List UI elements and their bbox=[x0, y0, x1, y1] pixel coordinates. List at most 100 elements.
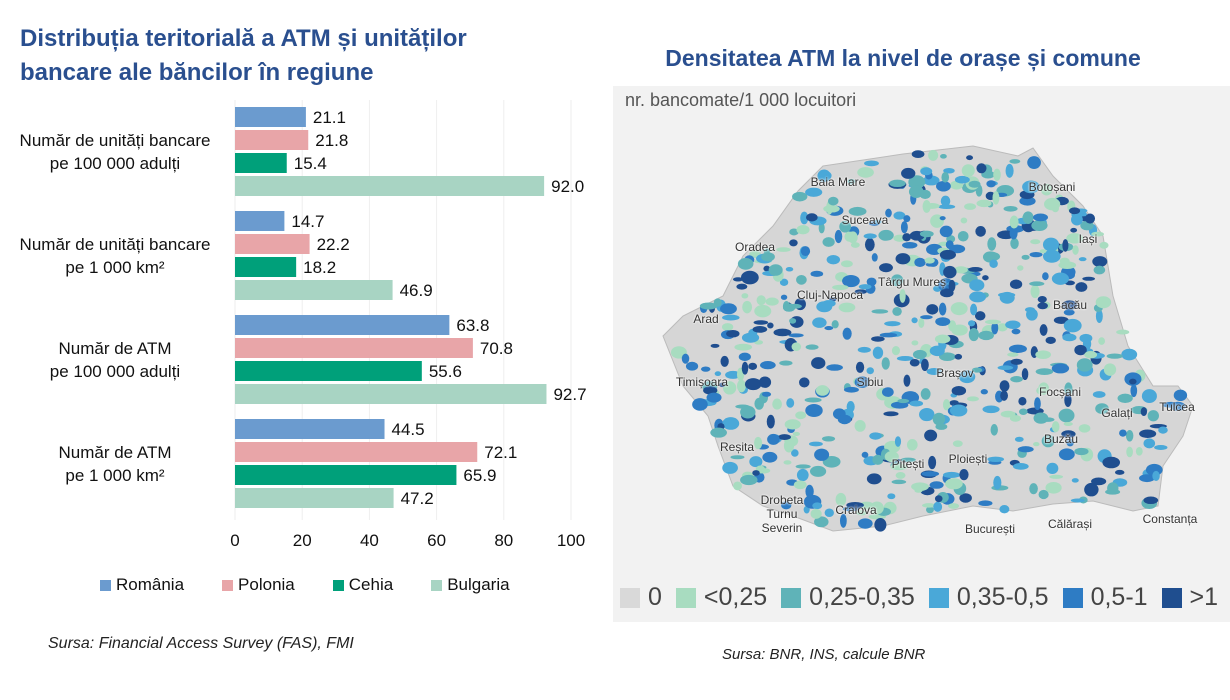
locality-area bbox=[795, 411, 807, 420]
left-source: Sursa: Financial Access Survey (FAS), FM… bbox=[48, 635, 354, 652]
locality-area bbox=[938, 302, 947, 316]
locality-area bbox=[1061, 430, 1076, 438]
locality-area bbox=[1064, 393, 1072, 407]
locality-area bbox=[970, 303, 978, 316]
locality-area bbox=[976, 199, 992, 208]
locality-area bbox=[1064, 382, 1073, 397]
locality-area bbox=[954, 353, 963, 360]
locality-area bbox=[986, 180, 996, 188]
locality-area bbox=[1042, 237, 1059, 252]
legend-item: Bulgaria bbox=[431, 575, 510, 595]
locality-area bbox=[1035, 350, 1052, 359]
locality-area bbox=[857, 518, 873, 529]
locality-area bbox=[1026, 308, 1038, 321]
locality-area bbox=[1037, 302, 1048, 310]
locality-area bbox=[906, 439, 918, 451]
locality-area bbox=[863, 233, 877, 239]
locality-area bbox=[710, 427, 727, 438]
locality-area bbox=[871, 253, 878, 262]
locality-area bbox=[779, 360, 793, 366]
locality-area bbox=[796, 468, 809, 482]
locality-area bbox=[792, 431, 801, 437]
legend-swatch bbox=[431, 579, 443, 591]
locality-area bbox=[835, 492, 847, 507]
locality-area bbox=[808, 441, 823, 447]
locality-area bbox=[929, 345, 945, 357]
locality-area bbox=[1116, 329, 1130, 335]
data-label: 55.6 bbox=[429, 362, 462, 381]
locality-area bbox=[760, 361, 776, 370]
locality-area bbox=[703, 386, 718, 395]
locality-area bbox=[1045, 481, 1062, 494]
x-tick-label: 80 bbox=[494, 531, 513, 550]
bar-cehia bbox=[235, 361, 422, 381]
locality-area bbox=[1063, 309, 1075, 316]
locality-area bbox=[866, 367, 874, 375]
locality-area bbox=[714, 371, 722, 377]
locality-area bbox=[1022, 180, 1040, 194]
bar-polonia bbox=[235, 234, 310, 254]
locality-area bbox=[866, 473, 882, 485]
locality-area bbox=[919, 230, 934, 238]
city-label: Tulcea bbox=[1159, 400, 1195, 414]
locality-area bbox=[960, 217, 968, 224]
locality-area bbox=[1106, 353, 1123, 359]
locality-area bbox=[959, 469, 969, 481]
locality-area bbox=[805, 484, 814, 499]
locality-area bbox=[892, 306, 902, 316]
locality-area bbox=[935, 423, 948, 430]
locality-area bbox=[928, 149, 939, 161]
category-label: Număr de unități bancare pe 1 000 km² bbox=[0, 233, 230, 279]
category-label-line: Număr de ATM bbox=[58, 443, 172, 462]
city-label: Cluj-Napoca bbox=[796, 288, 864, 302]
locality-area bbox=[966, 396, 979, 402]
bar-polonia bbox=[235, 130, 309, 150]
locality-area bbox=[779, 278, 789, 286]
locality-area bbox=[1092, 256, 1108, 267]
bar-românia bbox=[235, 315, 450, 335]
locality-area bbox=[1010, 376, 1023, 383]
locality-area bbox=[1114, 469, 1125, 475]
legend-swatch bbox=[222, 579, 234, 591]
locality-area bbox=[1078, 424, 1091, 433]
locality-area bbox=[1119, 429, 1127, 437]
locality-area bbox=[918, 317, 925, 329]
locality-area bbox=[692, 398, 708, 411]
locality-area bbox=[943, 265, 957, 279]
city-label: Galați bbox=[1101, 406, 1133, 420]
locality-area bbox=[984, 319, 1002, 325]
bar-bulgaria bbox=[235, 488, 394, 508]
legend-swatch bbox=[928, 587, 949, 608]
locality-area bbox=[1003, 205, 1018, 212]
locality-area bbox=[1099, 241, 1109, 249]
locality-area bbox=[1092, 391, 1106, 398]
locality-area bbox=[974, 311, 986, 321]
category-label-line: Număr de ATM bbox=[58, 339, 172, 358]
locality-area bbox=[993, 168, 1001, 181]
map-legend-item: 0,5-1 bbox=[1049, 583, 1148, 612]
locality-area bbox=[1084, 350, 1098, 359]
locality-area bbox=[756, 295, 766, 306]
locality-area bbox=[989, 259, 998, 268]
locality-area bbox=[976, 163, 987, 174]
data-label: 65.9 bbox=[463, 466, 496, 485]
bar-bulgaria bbox=[235, 384, 547, 404]
bar-românia bbox=[235, 107, 306, 127]
locality-area bbox=[754, 397, 764, 410]
locality-area bbox=[857, 167, 874, 178]
locality-area bbox=[969, 291, 987, 303]
city-label: Târgu Mureș bbox=[877, 275, 947, 289]
locality-area bbox=[1033, 213, 1049, 222]
locality-area bbox=[987, 237, 997, 251]
locality-area bbox=[1007, 352, 1019, 357]
locality-area bbox=[924, 257, 935, 264]
locality-area bbox=[1046, 462, 1059, 475]
locality-area bbox=[1035, 368, 1054, 375]
locality-area bbox=[1030, 284, 1040, 299]
locality-area bbox=[902, 233, 912, 242]
locality-area bbox=[1117, 393, 1133, 403]
locality-area bbox=[900, 457, 916, 463]
locality-area bbox=[752, 326, 768, 333]
legend-swatch bbox=[620, 587, 640, 608]
locality-area bbox=[840, 260, 853, 268]
